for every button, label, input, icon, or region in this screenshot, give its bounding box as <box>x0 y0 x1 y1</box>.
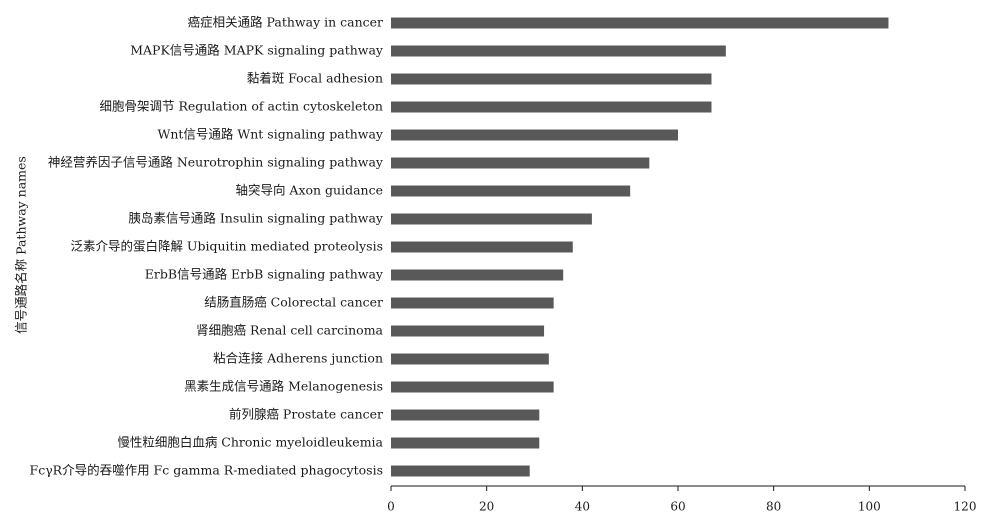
bar-14 <box>391 381 554 393</box>
bar-16 <box>391 437 540 449</box>
bar-15 <box>391 409 540 421</box>
x-tick-label-60: 60 <box>670 500 685 514</box>
bars <box>391 17 889 477</box>
y-axis-label: 信号通路名称 Pathway names <box>14 156 29 334</box>
x-tick-label-40: 40 <box>575 500 590 514</box>
category-label-3: 黏着斑 Focal adhesion <box>247 71 383 86</box>
category-label-10: ErbB信号通路 ErbB signaling pathway <box>145 267 384 282</box>
bar-11 <box>391 297 554 309</box>
category-label-8: 胰岛素信号通路 Insulin signaling pathway <box>128 211 384 226</box>
category-label-2: MAPK信号通路 MAPK signaling pathway <box>130 43 384 58</box>
category-label-15: 前列腺癌 Prostate cancer <box>229 407 383 422</box>
category-label-17: FcγR介导的吞噬作用 Fc gamma R-mediated phagocyt… <box>30 463 383 478</box>
bar-8 <box>391 213 592 225</box>
category-label-11: 结肠直肠癌 Colorectal cancer <box>204 295 383 310</box>
category-label-6: 神经营养因子信号通路 Neurotrophin signaling pathwa… <box>48 155 384 170</box>
bar-2 <box>391 45 726 57</box>
bar-3 <box>391 73 712 85</box>
x-tick-label-80: 80 <box>766 500 781 514</box>
x-ticks: 0 20 40 60 80 100 120 <box>387 486 976 514</box>
bar-13 <box>391 353 549 365</box>
category-label-9: 泛素介导的蛋白降解 Ubiquitin mediated proteolysis <box>70 239 383 254</box>
x-tick-label-100: 100 <box>858 500 881 514</box>
bar-17 <box>391 465 530 477</box>
bar-9 <box>391 241 573 253</box>
bar-6 <box>391 157 650 169</box>
category-label-5: Wnt信号通路 Wnt signaling pathway <box>158 127 384 142</box>
category-label-14: 黑素生成信号通路 Melanogenesis <box>184 379 383 394</box>
bar-4 <box>391 101 712 113</box>
bar-10 <box>391 269 564 281</box>
x-tick-label-20: 20 <box>479 500 494 514</box>
bar-12 <box>391 325 545 337</box>
category-label-1: 癌症相关通路 Pathway in cancer <box>188 15 383 30</box>
bar-5 <box>391 129 678 141</box>
x-tick-label-120: 120 <box>954 500 977 514</box>
category-labels: 癌症相关通路 Pathway in cancer MAPK信号通路 MAPK si… <box>30 15 384 478</box>
bar-7 <box>391 185 631 197</box>
category-label-12: 肾细胞癌 Renal cell carcinoma <box>196 323 383 338</box>
bar-1 <box>391 17 889 29</box>
x-tick-label-0: 0 <box>387 500 395 514</box>
category-label-4: 细胞骨架调节 Regulation of actin cytoskeleton <box>100 99 383 114</box>
category-label-13: 粘合连接 Adherens junction <box>213 351 383 366</box>
category-label-16: 慢性粒细胞白血病 Chronic myeloidleukemia <box>117 435 383 450</box>
category-label-7: 轴突导向 Axon guidance <box>235 183 383 198</box>
